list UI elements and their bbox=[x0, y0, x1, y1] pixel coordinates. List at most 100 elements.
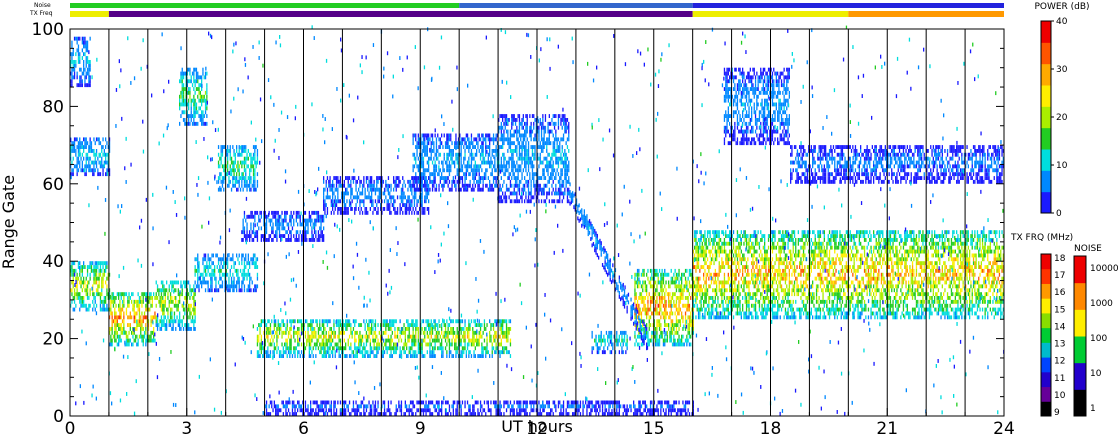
scatter-pixel bbox=[562, 133, 565, 138]
scatter-pixel bbox=[239, 176, 242, 180]
scatter-pixel bbox=[307, 338, 309, 343]
scatter-pixel bbox=[299, 214, 301, 219]
scatter-pixel bbox=[374, 187, 377, 192]
scatter-pixel bbox=[86, 152, 89, 157]
scatter-pixel bbox=[504, 164, 506, 169]
scatter-pixel bbox=[521, 118, 523, 122]
scatter-pixel bbox=[452, 327, 454, 331]
scatter-pixel bbox=[377, 323, 379, 327]
scatter-pixel bbox=[298, 234, 300, 238]
scatter-pixel bbox=[406, 346, 408, 351]
scatter-pixel bbox=[73, 67, 76, 72]
scatter-pixel bbox=[465, 172, 467, 177]
scatter-pixel bbox=[420, 145, 422, 149]
scatter-pixel bbox=[512, 133, 514, 138]
scatter-pixel bbox=[246, 288, 248, 293]
scatter-pixel bbox=[498, 191, 500, 196]
scatter-pixel bbox=[142, 338, 144, 343]
scatter-pixel bbox=[241, 261, 243, 266]
scatter-pixel bbox=[154, 338, 156, 343]
scatter-pixel bbox=[435, 152, 438, 157]
scatter-pixel bbox=[612, 342, 614, 347]
scatter-pixel bbox=[412, 334, 414, 339]
scatter-pixel bbox=[188, 280, 190, 285]
scatter-pixel bbox=[483, 156, 486, 161]
scatter-pixel bbox=[250, 179, 252, 184]
scatter-pixel bbox=[521, 141, 523, 146]
scatter-pixel bbox=[539, 145, 541, 149]
scatter-pixel bbox=[151, 299, 153, 304]
noise-strip-segment bbox=[692, 3, 1004, 8]
scatter-pixel bbox=[75, 268, 77, 273]
scatter-pixel bbox=[249, 272, 251, 277]
scatter-pixel bbox=[321, 323, 323, 327]
scatter-pixel bbox=[496, 160, 499, 165]
scatter-pixel bbox=[544, 118, 547, 122]
scatter-pixel bbox=[180, 280, 182, 285]
scatter-pixel bbox=[498, 145, 500, 149]
scatter-pixel bbox=[114, 334, 116, 339]
scatter-pixel bbox=[548, 141, 550, 146]
scatter-pixel bbox=[223, 272, 225, 277]
scatter-pixel bbox=[320, 230, 322, 235]
scatter-pixel bbox=[381, 179, 383, 184]
scatter-pixel bbox=[466, 183, 469, 188]
scatter-pixel bbox=[546, 164, 548, 169]
scatter-pixel bbox=[92, 261, 94, 266]
scatter-pixel bbox=[454, 160, 456, 165]
scatter-pixel bbox=[163, 288, 165, 293]
scatter-pixel bbox=[179, 94, 181, 99]
scatter-pixel bbox=[413, 164, 416, 169]
scatter-pixel bbox=[546, 149, 548, 153]
scatter-pixel bbox=[421, 354, 423, 358]
scatter-pixel bbox=[81, 141, 83, 146]
scatter-pixel bbox=[450, 327, 452, 331]
scatter-pixel bbox=[73, 149, 76, 153]
scatter-pixel bbox=[474, 323, 476, 327]
scatter-pixel bbox=[391, 354, 393, 358]
scatter-pixel bbox=[482, 156, 484, 161]
scatter-pixel bbox=[347, 338, 349, 343]
scatter-pixel bbox=[129, 296, 131, 300]
scatter-pixel bbox=[323, 319, 325, 324]
scatter-pixel bbox=[85, 276, 87, 281]
scatter-pixel bbox=[337, 187, 339, 192]
scatter-pixel bbox=[358, 195, 360, 200]
scatter-pixel bbox=[468, 319, 470, 324]
scatter-pixel bbox=[315, 346, 317, 351]
scatter-pixel bbox=[163, 319, 165, 324]
scatter-pixel bbox=[513, 114, 515, 118]
scatter-pixel bbox=[335, 176, 338, 180]
scatter-pixel bbox=[647, 338, 649, 343]
scatter-pixel bbox=[256, 210, 259, 215]
scatter-pixel bbox=[560, 137, 562, 142]
scatter-pixel bbox=[77, 44, 80, 49]
scatter-pixel bbox=[189, 288, 191, 293]
scatter-pixel bbox=[430, 179, 432, 184]
scatter-pixel bbox=[286, 346, 288, 351]
scatter-pixel bbox=[359, 338, 361, 343]
scatter-pixel bbox=[308, 210, 310, 215]
scatter-pixel bbox=[278, 230, 281, 235]
scatter-pixel bbox=[457, 319, 460, 324]
scatter-pixel bbox=[389, 319, 391, 324]
scatter-pixel bbox=[483, 137, 486, 142]
scatter-pixel bbox=[420, 176, 422, 180]
scatter-pixel bbox=[185, 71, 187, 76]
scatter-pixel bbox=[241, 160, 243, 165]
scatter-pixel bbox=[260, 346, 262, 351]
scatter-pixel bbox=[533, 125, 535, 130]
scatter-pixel bbox=[241, 284, 243, 289]
scatter-pixel bbox=[610, 334, 613, 339]
scatter-pixel bbox=[254, 214, 256, 219]
scatter-pixel bbox=[359, 191, 361, 196]
scatter-pixel bbox=[426, 330, 428, 335]
scatter-pixel bbox=[457, 330, 460, 335]
scatter-pixel bbox=[263, 218, 265, 223]
scatter-pixel bbox=[652, 323, 654, 327]
scatter-pixel bbox=[230, 280, 233, 285]
scatter-pixel bbox=[490, 156, 492, 161]
scatter-pixel bbox=[372, 199, 374, 204]
scatter-pixel bbox=[247, 268, 249, 273]
scatter-pixel bbox=[282, 354, 284, 358]
